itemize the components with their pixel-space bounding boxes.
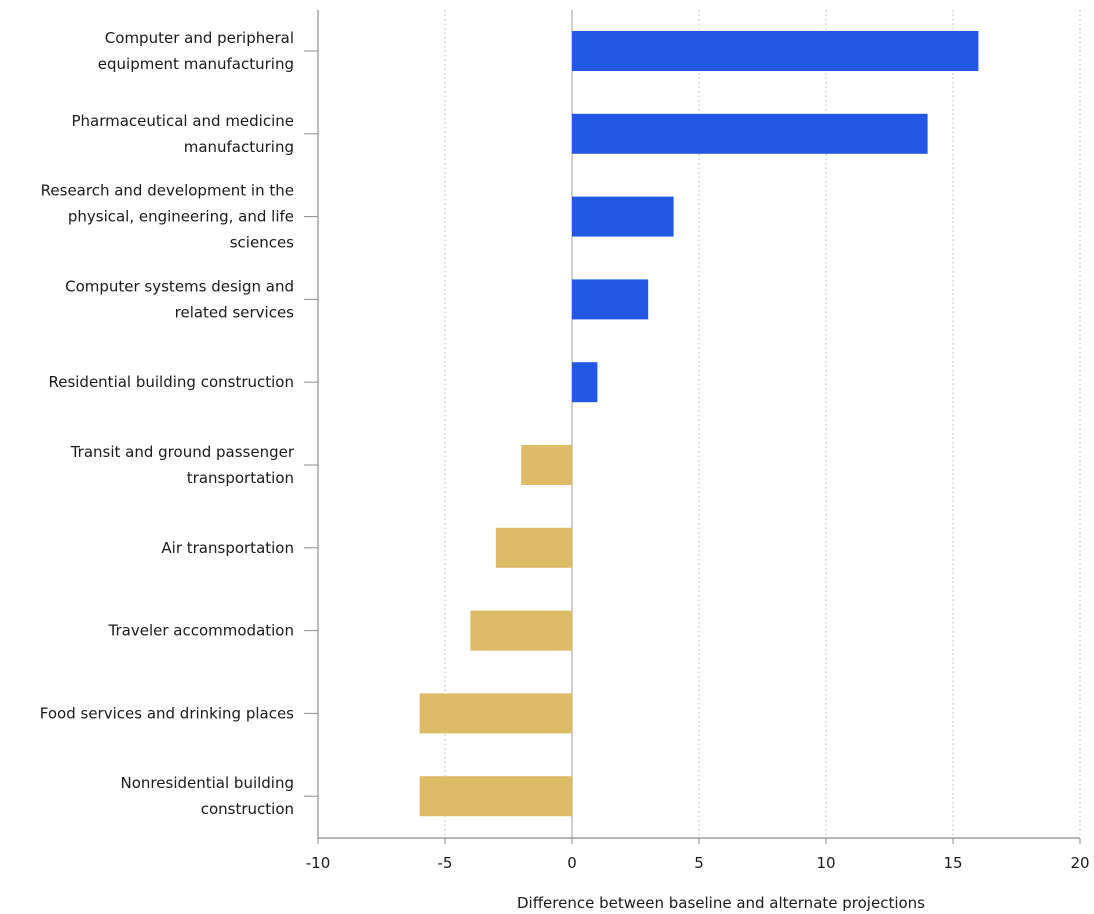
bars — [419, 31, 979, 817]
bar — [470, 610, 572, 651]
category-label: Air transportation — [161, 539, 294, 557]
x-tick-label: 15 — [943, 854, 962, 872]
category-label: Traveler accommodation — [108, 622, 294, 640]
category-label: Nonresidential building construction — [121, 774, 294, 818]
category-label: Food services and drinking places — [40, 704, 294, 722]
bar — [572, 31, 979, 71]
category-label: Pharmaceutical and medicine manufacturing — [71, 112, 294, 156]
bar — [572, 362, 598, 403]
category-label: Computer and peripheral equipment manufac… — [98, 29, 294, 73]
x-tick-label: -5 — [438, 854, 453, 872]
category-label: Research and development in the physical,… — [41, 182, 295, 252]
x-tick-label: 0 — [567, 854, 577, 872]
category-labels: Computer and peripheral equipment manufac… — [40, 29, 295, 818]
bar — [419, 776, 572, 817]
x-tick-labels: -10 -5 0 5 10 15 20 — [306, 854, 1090, 872]
category-label: Transit and ground passenger transportati… — [70, 443, 295, 487]
x-tick-label: -10 — [306, 854, 331, 872]
x-tick-label: 20 — [1070, 854, 1089, 872]
x-axis-title: Difference between baseline and alternat… — [517, 894, 925, 912]
bar — [572, 196, 674, 237]
bar — [572, 113, 928, 154]
x-tick-label: 5 — [694, 854, 704, 872]
bar — [419, 693, 572, 734]
x-tick-label: 10 — [816, 854, 835, 872]
bar — [521, 445, 572, 485]
bar — [495, 527, 572, 568]
bar — [572, 279, 649, 320]
category-label: Residential building construction — [48, 373, 294, 391]
category-label: Computer systems design and related servi… — [65, 277, 294, 321]
axes — [304, 10, 1081, 844]
